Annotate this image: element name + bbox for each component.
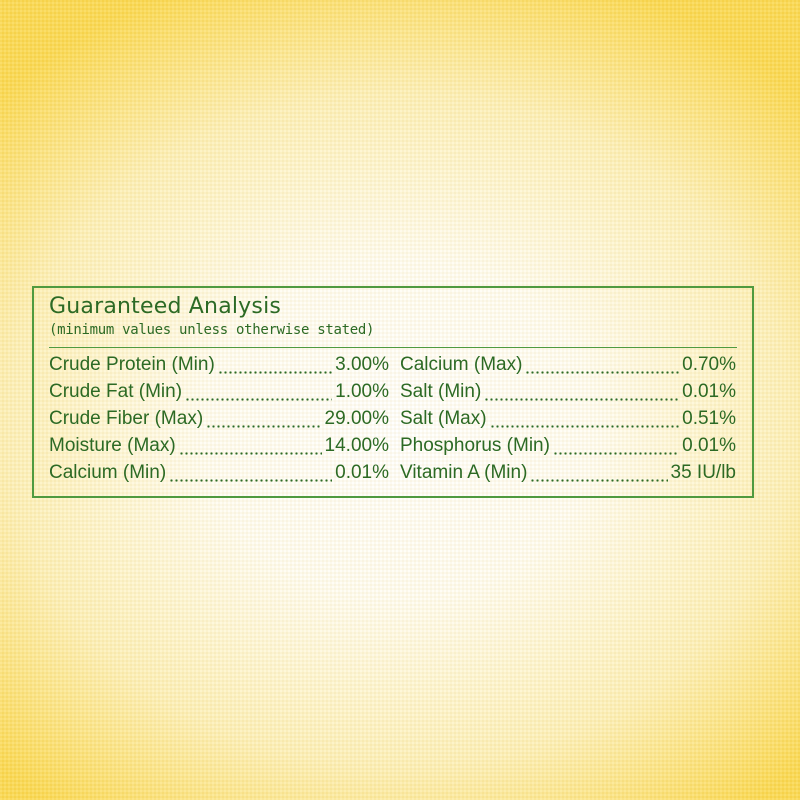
nutrient-row: Vitamin A (Min) 35 IU/lb: [400, 462, 736, 489]
title: Guaranteed Analysis: [49, 294, 282, 319]
nutrient-row: Salt (Max) 0.51%: [400, 408, 736, 435]
dot-leader: [169, 479, 333, 482]
nutrient-label: Moisture (Max): [49, 435, 176, 456]
nutrient-label: Crude Protein (Min): [49, 354, 215, 375]
nutrient-label: Calcium (Max): [400, 354, 523, 375]
dot-leader: [185, 398, 333, 401]
column: Calcium (Max) 0.70% Salt (Min) 0.01% Salt (M…: [400, 354, 736, 489]
nutrient-value: 0.70%: [682, 354, 736, 375]
nutrient-row: Moisture (Max) 14.00%: [49, 435, 389, 462]
nutrient-value: 14.00%: [324, 435, 389, 456]
nutrient-label: Salt (Min): [400, 381, 482, 402]
analysis-box: Guaranteed Analysis (minimum values unle…: [32, 286, 754, 498]
nutrient-row: Calcium (Min) 0.01%: [49, 462, 389, 489]
nutrient-label: Salt (Max): [400, 408, 487, 429]
nutrient-row: Crude Fat (Min) 1.00%: [49, 381, 389, 408]
nutrient-row: Calcium (Max) 0.70%: [400, 354, 736, 381]
subtitle: (minimum values unless otherwise stated): [49, 322, 375, 338]
nutrient-value: 29.00%: [324, 408, 389, 429]
nutrient-label: Calcium (Min): [49, 462, 167, 483]
dot-leader: [178, 452, 322, 455]
dot-leader: [525, 371, 680, 374]
nutrient-row: Crude Protein (Min) 3.00%: [49, 354, 389, 381]
nutrient-label: Phosphorus (Min): [400, 435, 550, 456]
nutrient-value: 0.01%: [335, 462, 389, 483]
nutrient-row: Phosphorus (Min) 0.01%: [400, 435, 736, 462]
dot-leader: [489, 425, 680, 428]
dot-leader: [217, 371, 333, 374]
nutrient-value: 3.00%: [335, 354, 389, 375]
nutrient-label: Crude Fat (Min): [49, 381, 183, 402]
nutrient-value: 35 IU/lb: [670, 462, 736, 483]
dot-leader: [552, 452, 680, 455]
nutrient-value: 1.00%: [335, 381, 389, 402]
nutrient-row: Crude Fiber (Max) 29.00%: [49, 408, 389, 435]
nutrient-label: Vitamin A (Min): [400, 462, 528, 483]
dot-leader: [484, 398, 680, 401]
nutrient-value: 0.01%: [682, 435, 736, 456]
divider: [49, 347, 737, 348]
nutrient-value: 0.01%: [682, 381, 736, 402]
nutrient-row: Salt (Min) 0.01%: [400, 381, 736, 408]
column: Crude Protein (Min) 3.00% Crude Fat (Min) 1…: [49, 354, 389, 489]
dot-leader: [206, 425, 322, 428]
nutrient-label: Crude Fiber (Max): [49, 408, 204, 429]
nutrient-value: 0.51%: [682, 408, 736, 429]
dot-leader: [530, 479, 668, 482]
